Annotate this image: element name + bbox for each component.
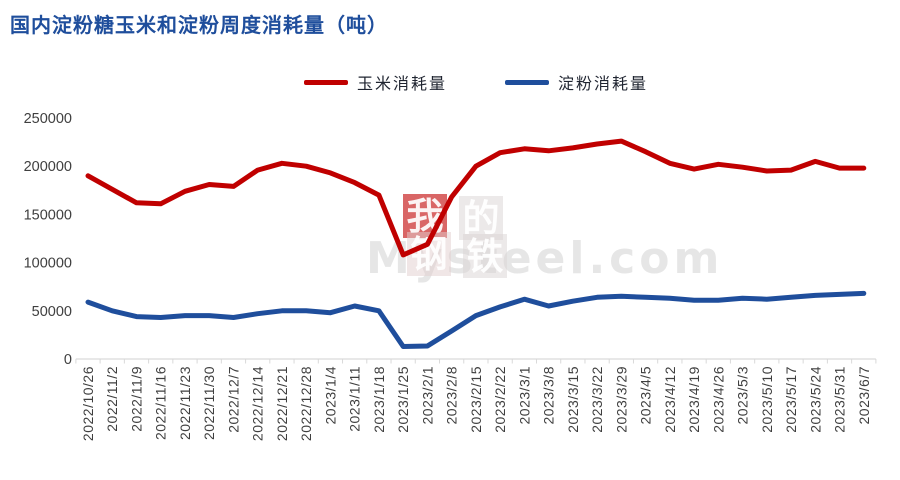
series-line-corn bbox=[85, 138, 867, 258]
y-tick-label: 100000 bbox=[24, 256, 72, 272]
legend-item-corn: 玉米消耗量 bbox=[303, 70, 447, 94]
x-tick-label: 2022/11/9 bbox=[128, 366, 144, 432]
x-tick-label: 2022/11/2 bbox=[104, 366, 120, 432]
x-tick-label: 2023/5/31 bbox=[832, 366, 848, 433]
x-tick-label: 2023/4/5 bbox=[638, 366, 654, 425]
x-tick-label: 2023/5/24 bbox=[807, 366, 823, 433]
x-tick-label: 2022/12/21 bbox=[274, 366, 290, 441]
legend-item-starch: 淀粉消耗量 bbox=[505, 70, 648, 94]
x-tick-label: 2023/4/19 bbox=[686, 366, 702, 433]
y-tick-label: 250000 bbox=[24, 111, 72, 127]
x-tick-label: 2023/2/1 bbox=[419, 366, 435, 425]
x-tick-label: 2023/2/22 bbox=[492, 366, 508, 433]
x-tick-label: 2022/11/23 bbox=[177, 366, 193, 440]
x-tick-label: 2022/11/16 bbox=[153, 366, 169, 440]
x-tick-label: 2022/12/7 bbox=[225, 366, 241, 433]
x-tick-label: 2023/4/26 bbox=[710, 366, 726, 433]
x-tick-label: 2023/2/8 bbox=[444, 366, 460, 425]
legend-label-corn: 玉米消耗量 bbox=[356, 74, 447, 93]
y-tick-label: 200000 bbox=[24, 159, 72, 175]
legend-label-starch: 淀粉消耗量 bbox=[558, 74, 649, 93]
x-tick-label: 2023/3/8 bbox=[541, 366, 557, 425]
x-tick-label: 2022/10/26 bbox=[80, 366, 96, 441]
x-tick-label: 2023/5/3 bbox=[735, 366, 751, 425]
x-tick-label: 2023/5/10 bbox=[759, 366, 775, 433]
starch-line-swatch bbox=[505, 79, 549, 85]
x-tick-label: 2023/3/1 bbox=[516, 366, 532, 425]
x-tick-label: 2023/3/15 bbox=[565, 366, 581, 433]
x-tick-label: 2023/1/18 bbox=[371, 366, 387, 433]
x-tick-label: 2022/12/28 bbox=[298, 366, 314, 441]
x-tick-label: 2023/2/15 bbox=[468, 366, 484, 433]
x-tick-label: 2023/1/4 bbox=[322, 366, 338, 425]
x-tick-label: 2023/1/25 bbox=[395, 366, 411, 433]
chart-legend: 玉米消耗量 淀粉消耗量 bbox=[76, 70, 876, 94]
x-tick-label: 2023/4/12 bbox=[662, 366, 678, 433]
x-tick-label: 2023/3/22 bbox=[589, 366, 605, 433]
y-tick-label: 150000 bbox=[24, 207, 72, 223]
chart-title: 国内淀粉糖玉米和淀粉周度消耗量（吨） bbox=[10, 13, 388, 37]
y-tick-label: 0 bbox=[64, 352, 72, 368]
y-tick-label: 50000 bbox=[32, 304, 72, 320]
x-tick-label: 2023/6/7 bbox=[856, 366, 872, 425]
x-tick-label: 2022/12/14 bbox=[250, 366, 266, 441]
x-tick-label: 2023/1/11 bbox=[347, 366, 363, 432]
corn-line-swatch bbox=[303, 79, 348, 85]
series-line-starch bbox=[85, 290, 867, 349]
x-tick-label: 2023/5/17 bbox=[783, 366, 799, 433]
x-tick-label: 2022/11/30 bbox=[201, 366, 217, 440]
x-tick-label: 2023/3/29 bbox=[613, 366, 629, 433]
